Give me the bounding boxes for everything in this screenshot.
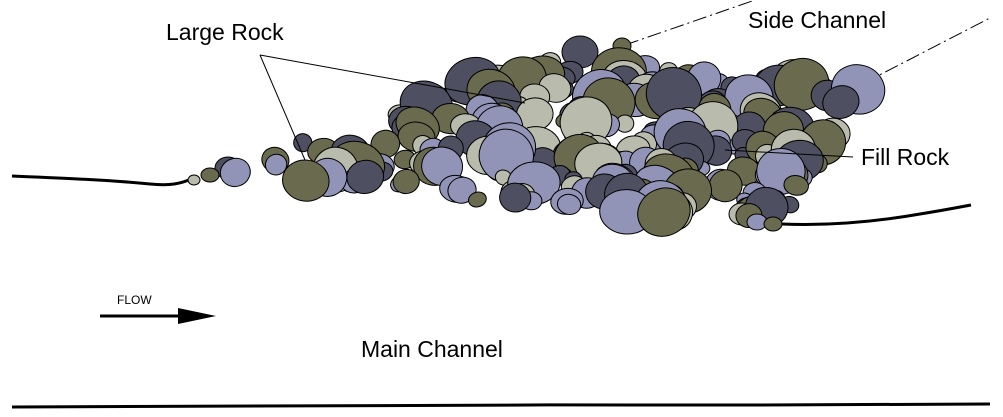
upper-bank-right-line xyxy=(781,203,972,226)
large-rock-leader-right xyxy=(259,54,526,104)
fill-rock-label: Fill Rock xyxy=(861,144,950,170)
rock xyxy=(783,175,809,196)
rock xyxy=(822,85,860,120)
flow-arrow-icon xyxy=(100,308,216,324)
rock xyxy=(282,159,330,202)
rock xyxy=(219,157,251,188)
rock xyxy=(392,168,420,195)
rock xyxy=(187,174,201,186)
flow-label: FLOW xyxy=(117,293,152,307)
rock xyxy=(637,187,691,237)
upper-bank-left-line xyxy=(11,174,195,187)
rock xyxy=(763,216,783,232)
rock xyxy=(499,182,532,213)
rock-weir xyxy=(187,35,886,237)
rock xyxy=(264,153,288,176)
main-channel-label: Main Channel xyxy=(361,336,503,362)
fill-rock-leader xyxy=(724,149,854,158)
rock xyxy=(556,193,582,215)
rock xyxy=(468,191,487,208)
large-rock-leader-left xyxy=(259,54,306,161)
rock xyxy=(346,159,385,194)
lower-bank-line xyxy=(11,402,991,409)
side-channel-upper-line xyxy=(624,0,756,46)
rock xyxy=(200,167,220,183)
large-rock-label: Large Rock xyxy=(166,19,284,45)
side-channel-label: Side Channel xyxy=(748,7,887,33)
